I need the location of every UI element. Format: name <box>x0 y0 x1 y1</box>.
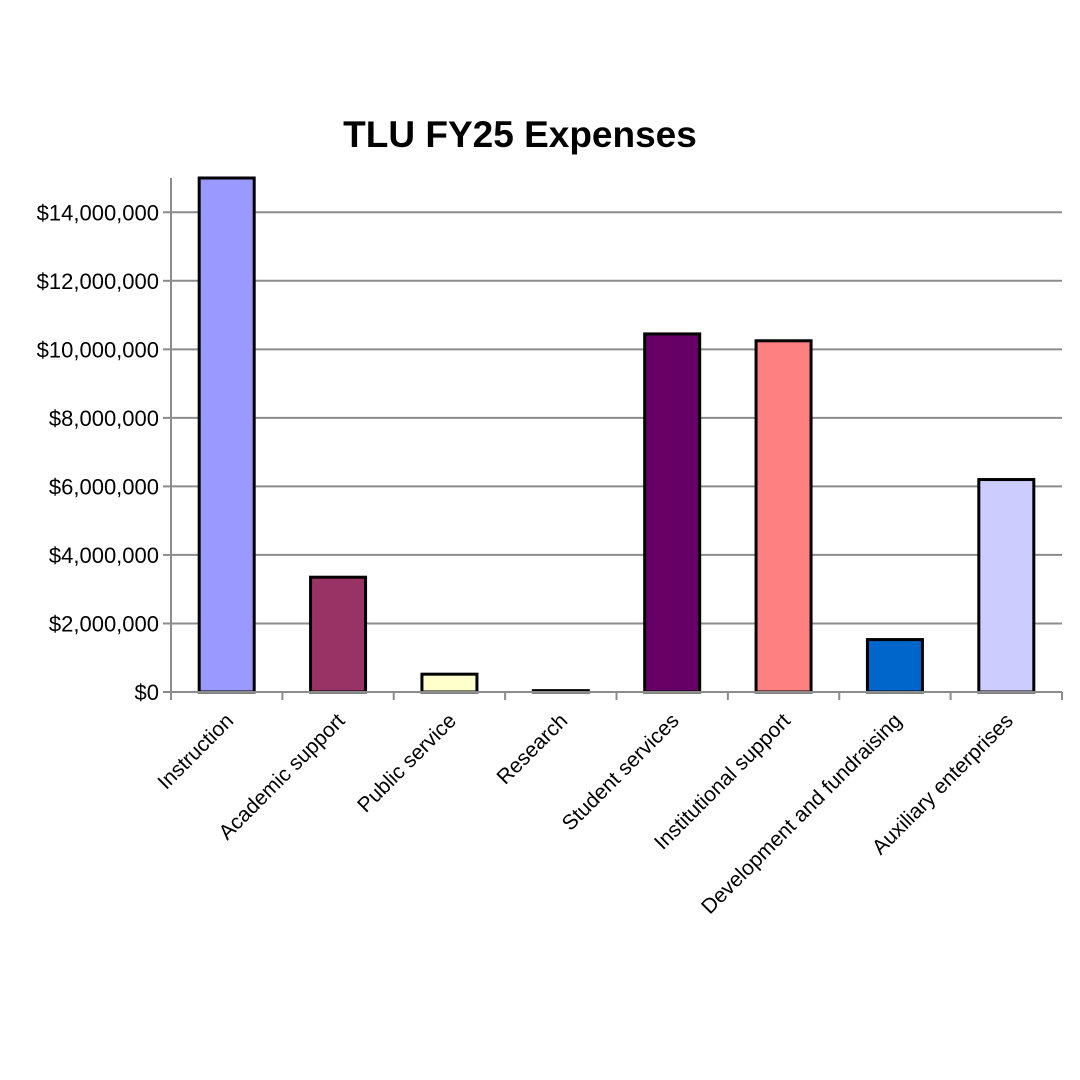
x-axis-category-label: Academic support <box>214 709 349 844</box>
bar-instruction <box>197 176 256 694</box>
bar-auxiliary-enterprises <box>977 478 1036 694</box>
axes <box>163 178 1063 700</box>
y-axis-tick-label: $8,000,000 <box>49 406 159 431</box>
y-axis-tick-label: $0 <box>135 680 159 705</box>
bar-student-services <box>643 332 702 694</box>
y-axis-tick-label: $12,000,000 <box>37 269 159 294</box>
x-axis-category-label: Instruction <box>153 709 238 794</box>
bar-academic-support <box>309 575 368 694</box>
bar-public-service <box>420 672 479 694</box>
bars <box>197 176 1036 694</box>
x-axis-category-label: Research <box>493 709 573 789</box>
y-axis-tick-label: $4,000,000 <box>49 543 159 568</box>
gridlines <box>171 211 1062 625</box>
bar-institutional-support <box>754 339 813 694</box>
x-axis-category-label: Public service <box>353 709 461 817</box>
x-axis-category-label: Development and fundraising <box>697 709 906 918</box>
x-axis-category-label: Student services <box>558 709 684 835</box>
chart-title: TLU FY25 Expenses <box>343 114 697 155</box>
y-axis-tick-label: $2,000,000 <box>49 611 159 636</box>
y-axis-tick-labels: $0 $2,000,000 $4,000,000 $6,000,000 $8,000,0… <box>37 200 159 705</box>
y-axis-tick-label: $14,000,000 <box>37 200 159 225</box>
y-axis-tick-label: $10,000,000 <box>37 337 159 362</box>
bar-development-and-fundraising <box>865 638 924 694</box>
y-axis-tick-label: $6,000,000 <box>49 474 159 499</box>
